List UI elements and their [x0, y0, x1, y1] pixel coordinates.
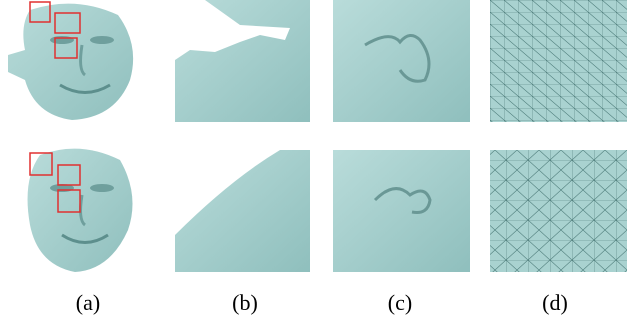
- label-c: (c): [388, 290, 412, 315]
- label-b: (b): [232, 290, 258, 315]
- patch-b-top: [175, 0, 310, 122]
- label-a: (a): [76, 290, 100, 315]
- patch-c-top: [333, 0, 470, 122]
- patch-b-bottom: [175, 150, 310, 272]
- label-d: (d): [542, 290, 568, 315]
- face-bottom: [28, 149, 133, 272]
- patch-d-top: [490, 0, 627, 122]
- patch-c-bottom: [333, 150, 470, 272]
- figure: (a) (b) (c) (d): [0, 0, 635, 327]
- face-top: [8, 2, 133, 120]
- patch-d-bottom: [490, 150, 627, 272]
